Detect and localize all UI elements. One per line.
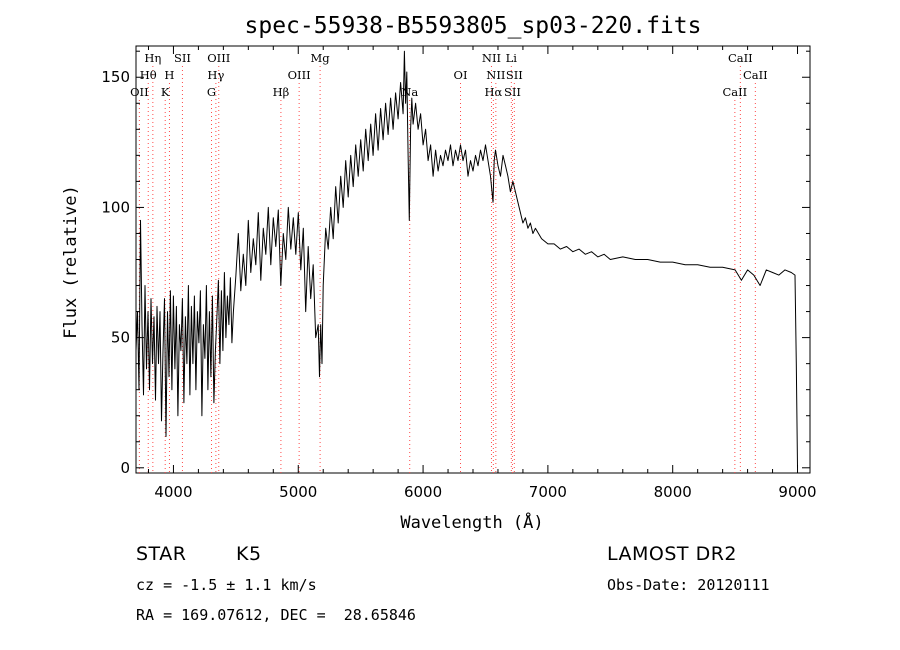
object-subclass: K5	[236, 543, 262, 565]
y-axis-label: Flux (relative)	[61, 185, 81, 339]
sky-coordinates: RA = 169.07612, DEC = 28.65846	[136, 606, 416, 624]
y-axis-ticks: 0 50 100 150	[101, 50, 810, 477]
x-tick-label: 4000	[154, 483, 192, 501]
spectral-line-label: OIII	[288, 68, 311, 82]
x-tick-label: 5000	[279, 483, 317, 501]
spectral-line-label: Hα	[484, 85, 502, 99]
x-axis-label: Wavelength (Å)	[400, 511, 543, 533]
spectral-line-label: NII	[486, 68, 505, 82]
spectral-line-markers	[138, 66, 756, 473]
flux-series	[135, 50, 798, 468]
observation-date: Obs-Date: 20120111	[607, 576, 770, 594]
y-tick-label: 100	[101, 198, 130, 216]
spectral-line-label: Mg	[311, 51, 331, 65]
survey-name: LAMOST DR2	[607, 543, 737, 565]
x-axis-ticks: 4000 5000 6000 7000 8000 9000	[147, 46, 817, 501]
spectral-line-label: SII	[506, 68, 523, 82]
x-tick-label: 6000	[404, 483, 442, 501]
spectral-line-label: SII	[504, 85, 521, 99]
spectral-line-labels: OIIHθHηKHSIIGHγOIIIHβOIIIMgNaOINIIHαNIIL…	[130, 51, 768, 99]
x-tick-label: 9000	[778, 483, 816, 501]
spectral-line-label: NII	[482, 51, 501, 65]
flux-line	[135, 50, 798, 468]
spectral-line-label: OI	[454, 68, 468, 82]
spectral-line-label: OIII	[207, 51, 230, 65]
object-class: STAR	[136, 543, 186, 565]
spectral-line-label: CaII	[728, 51, 753, 65]
spectral-line-label: Hη	[144, 51, 161, 65]
spectral-line-label: Hβ	[273, 85, 290, 99]
spectral-line-label: Hγ	[207, 68, 224, 82]
spectral-line-label: Li	[506, 51, 518, 65]
y-tick-label: 50	[111, 329, 130, 347]
spectral-line-label: OII	[130, 85, 149, 99]
radial-velocity: cz = -1.5 ± 1.1 km/s	[136, 576, 317, 594]
spectral-line-label: Hθ	[140, 68, 157, 82]
spectral-line-label: H	[164, 68, 174, 82]
spectral-line-label: K	[161, 85, 170, 99]
y-tick-label: 150	[101, 68, 130, 86]
chart-title: spec-55938-B5593805_sp03-220.fits	[245, 13, 702, 39]
x-tick-label: 7000	[529, 483, 567, 501]
spectral-line-label: CaII	[743, 68, 768, 82]
x-tick-label: 8000	[654, 483, 692, 501]
y-tick-label: 0	[120, 459, 130, 477]
spectral-line-label: CaII	[722, 85, 747, 99]
spectral-line-label: SII	[174, 51, 191, 65]
spectral-line-label: G	[207, 85, 216, 99]
